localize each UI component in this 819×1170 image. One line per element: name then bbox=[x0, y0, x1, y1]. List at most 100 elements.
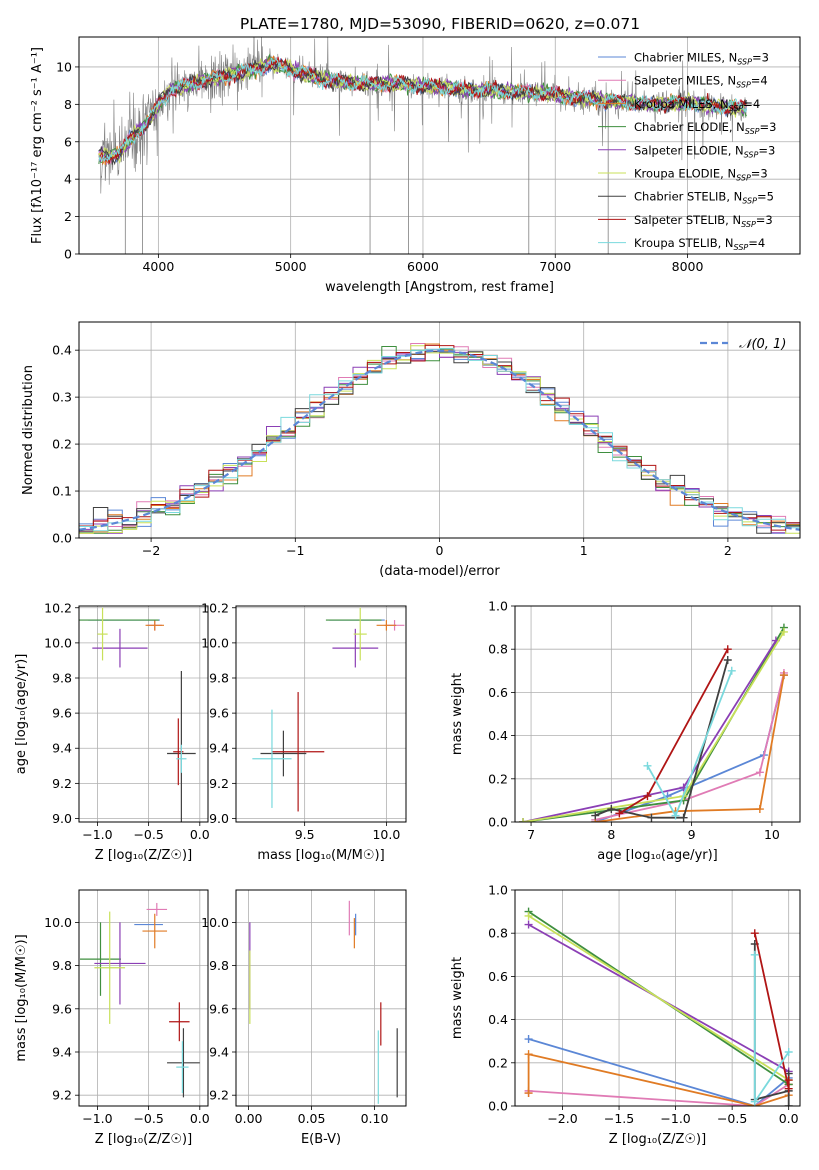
y-tick-label: 10.0 bbox=[44, 915, 72, 930]
y-tick-label: 0.2 bbox=[52, 437, 72, 452]
weight-vs-age-plot-area bbox=[519, 623, 788, 822]
weight-line bbox=[522, 640, 777, 822]
y-tick-label: 10.0 bbox=[201, 635, 229, 650]
mass-vs-z-panel: −1.0 −0.5 0.0 9.2 9.4 9.6 9.8 10.0 Z [log₁₀(Z/Z☉… bbox=[14, 889, 210, 1147]
y-tick-label: 0.0 bbox=[488, 1099, 508, 1114]
weight-series bbox=[591, 671, 788, 822]
y-tick-label: 9.2 bbox=[209, 776, 229, 791]
weight-vs-age-ylabel: mass weight bbox=[450, 673, 465, 755]
legend-label: Chabrier ELODIE, NSSP=3 bbox=[634, 120, 776, 136]
weight-marker bbox=[779, 627, 788, 636]
mass-vs-z-plot-area bbox=[80, 902, 200, 1098]
age-vs-mass-frame bbox=[235, 605, 407, 823]
weight-marker bbox=[679, 813, 688, 822]
y-tick-label: 10.0 bbox=[201, 915, 229, 930]
weight-line bbox=[528, 915, 790, 1081]
weight-marker bbox=[647, 813, 656, 822]
weight-marker bbox=[671, 811, 680, 820]
weight-marker bbox=[784, 1076, 793, 1085]
weight-vs-z-xlabel: Z [log₁₀(Z/Z☉)] bbox=[609, 1132, 706, 1147]
weight-marker bbox=[519, 818, 528, 822]
errorbar-point bbox=[145, 620, 164, 631]
mass-vs-ebv-frame bbox=[235, 889, 407, 1107]
y-tick-label: 0.8 bbox=[488, 642, 508, 657]
age-vs-z-xlabel: Z [log₁₀(Z/Z☉)] bbox=[95, 848, 192, 863]
weight-marker bbox=[755, 768, 764, 777]
y-tick-label: 10.2 bbox=[44, 600, 72, 615]
weight-marker bbox=[524, 1089, 533, 1098]
weight-series bbox=[591, 656, 732, 822]
weight-series bbox=[750, 950, 793, 1106]
y-tick-label: 1.0 bbox=[488, 883, 508, 898]
weight-marker bbox=[779, 671, 788, 680]
x-tick-label: −1.5 bbox=[604, 1111, 634, 1126]
errorbar-point bbox=[332, 628, 379, 668]
errorbar-point bbox=[146, 902, 168, 916]
y-tick-label: 0.4 bbox=[488, 728, 508, 743]
weight-series bbox=[643, 666, 736, 820]
x-tick-label: 9.5 bbox=[295, 827, 315, 842]
x-tick-label: 9 bbox=[688, 827, 696, 842]
y-tick-label: 10 bbox=[56, 59, 72, 74]
x-tick-label: 0.0 bbox=[190, 827, 210, 842]
y-tick-label: 8 bbox=[64, 97, 72, 112]
age-vs-z-frame bbox=[78, 605, 209, 823]
mass-vs-ebv-xlabel: E(B-V) bbox=[301, 1132, 341, 1147]
errorbar-point bbox=[271, 692, 325, 812]
errorbar-point bbox=[142, 913, 168, 949]
x-tick-label: −1.0 bbox=[82, 1111, 112, 1126]
y-tick-label: 2 bbox=[64, 209, 72, 224]
y-tick-label: 9.0 bbox=[209, 811, 229, 826]
weight-series bbox=[519, 636, 780, 822]
errorbar-point bbox=[169, 1002, 190, 1042]
errorbar-point bbox=[176, 1041, 189, 1094]
legend-label: Kroupa STELIB, NSSP=4 bbox=[634, 236, 765, 252]
y-tick-label: 6 bbox=[64, 134, 72, 149]
x-tick-label: 10.0 bbox=[372, 827, 400, 842]
residual-hist-ylabel: Normed distribution bbox=[21, 365, 36, 495]
errorbar-point bbox=[167, 1028, 200, 1098]
y-tick-label: 0.1 bbox=[52, 484, 72, 499]
residual-histogram-step bbox=[79, 344, 800, 531]
age-vs-z-ylabel: age [log₁₀(age/yr)] bbox=[14, 654, 29, 775]
weight-vs-age-grid bbox=[515, 605, 800, 823]
model-fit-line bbox=[98, 57, 748, 162]
residual-hist-xlabel: (data-model)/error bbox=[379, 564, 500, 579]
residual-hist-plot-area bbox=[79, 343, 800, 534]
legend-label: Kroupa MILES, NSSP=4 bbox=[634, 97, 760, 113]
residual-histogram-step bbox=[79, 347, 800, 532]
weight-marker bbox=[723, 645, 732, 654]
weight-vs-age-frame bbox=[514, 605, 801, 823]
mass-vs-z-grid bbox=[79, 890, 208, 1106]
weight-vs-z-frame bbox=[514, 889, 801, 1107]
y-tick-label: 0.6 bbox=[488, 685, 508, 700]
weight-marker bbox=[750, 1097, 759, 1106]
legend-label: Chabrier STELIB, NSSP=5 bbox=[634, 190, 774, 206]
x-tick-label: −2 bbox=[142, 543, 160, 558]
errorbar-point bbox=[97, 607, 108, 661]
errorbar-point bbox=[176, 744, 187, 773]
weight-line bbox=[753, 954, 790, 1105]
x-tick-label: 0.05 bbox=[298, 1111, 326, 1126]
legend-label: Salpeter ELODIE, NSSP=3 bbox=[634, 143, 775, 159]
y-tick-label: 1.0 bbox=[488, 599, 508, 614]
x-tick-label: 0 bbox=[436, 543, 444, 558]
y-tick-label: 4 bbox=[64, 172, 72, 187]
legend-label: Kroupa ELODIE, NSSP=3 bbox=[634, 167, 768, 183]
y-tick-label: 9.4 bbox=[209, 1045, 229, 1060]
gaussian-reference-curve bbox=[79, 349, 800, 531]
weight-marker bbox=[643, 792, 652, 801]
y-tick-label: 9.8 bbox=[209, 671, 229, 686]
errorbar-point bbox=[80, 922, 121, 996]
x-tick-label: −0.5 bbox=[133, 1111, 163, 1126]
weight-marker bbox=[524, 911, 533, 920]
x-tick-label: 6000 bbox=[407, 259, 439, 274]
x-tick-label: 8000 bbox=[672, 259, 704, 274]
weight-vs-z-plot-area bbox=[524, 907, 793, 1106]
y-tick-label: 0.2 bbox=[488, 1055, 508, 1070]
x-tick-label: −1 bbox=[286, 543, 304, 558]
weight-series bbox=[519, 623, 788, 822]
weight-line bbox=[522, 627, 785, 822]
legend-label: 𝒩(0, 1) bbox=[739, 337, 786, 352]
